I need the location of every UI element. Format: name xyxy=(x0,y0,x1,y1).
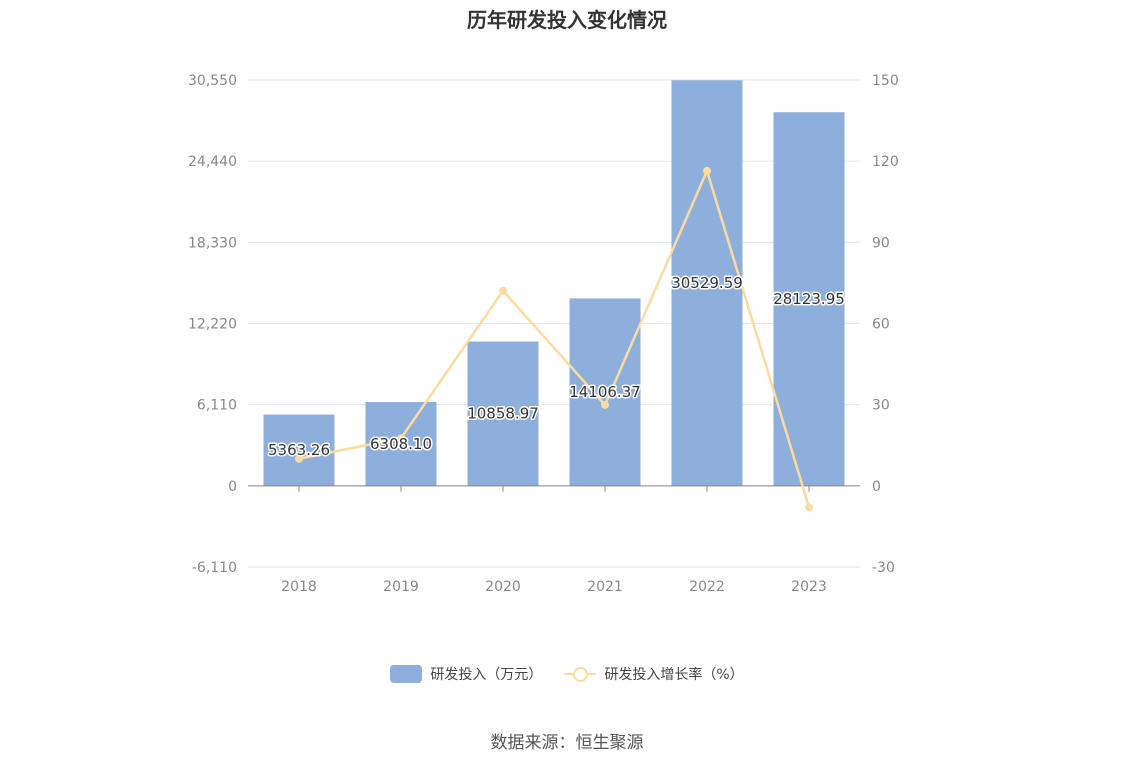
left-tick-label: 6,110 xyxy=(197,398,237,414)
bar-data-label: 30529.59 xyxy=(671,274,743,292)
left-tick-label: -6,110 xyxy=(192,560,237,576)
bar-data-label: 6308.10 xyxy=(370,435,432,453)
bar-data-label: 10858.97 xyxy=(467,405,539,423)
legend-line-label: 研发投入增长率（%） xyxy=(604,667,744,683)
bar-2023 xyxy=(773,112,845,486)
legend-line-swatch xyxy=(564,665,597,683)
legend-bar-swatch xyxy=(390,665,423,683)
x-tick-label: 2022 xyxy=(689,579,725,595)
x-tick-label: 2018 xyxy=(281,579,317,595)
right-tick-label: 120 xyxy=(872,154,899,170)
growth-line xyxy=(298,167,811,508)
right-tick-label: 30 xyxy=(872,398,890,414)
legend: 研发投入（万元） 研发投入增长率（%） xyxy=(0,664,1134,684)
growth-point-2019 xyxy=(397,434,405,443)
left-tick-label: 0 xyxy=(228,479,237,495)
x-tick-label: 2020 xyxy=(485,579,521,595)
left-tick-label: 12,220 xyxy=(188,317,237,333)
right-tick-label: 60 xyxy=(872,317,890,333)
bar-data-label: 14106.37 xyxy=(569,383,641,401)
bar-data-label: 28123.95 xyxy=(773,290,845,308)
source-note: 数据来源：恒生聚源 xyxy=(490,733,644,753)
legend-item-bar[interactable]: 研发投入（万元） xyxy=(390,664,542,684)
right-tick-label: 90 xyxy=(872,235,890,251)
left-tick-label: 18,330 xyxy=(188,235,237,251)
legend-item-line[interactable]: 研发投入增长率（%） xyxy=(564,664,744,684)
chart-title: 历年研发投入变化情况 xyxy=(467,8,667,32)
growth-point-2021 xyxy=(601,400,609,409)
x-tick-label: 2021 xyxy=(587,579,623,595)
bar-2020 xyxy=(467,341,539,486)
x-tick-label: 2023 xyxy=(791,579,827,595)
left-tick-label: 30,550 xyxy=(188,73,237,89)
x-tick-label: 2019 xyxy=(383,579,419,595)
growth-point-2022 xyxy=(703,166,711,175)
growth-point-2018 xyxy=(295,454,303,463)
right-tick-label: 150 xyxy=(872,73,899,89)
left-tick-label: 24,440 xyxy=(188,154,237,170)
chart-svg: 30,550 150 24,440 120 18,330 90 12,220 60 6,110 3… xyxy=(188,73,899,595)
bar-data-label: 5363.26 xyxy=(268,441,330,459)
right-tick-label: -30 xyxy=(872,560,895,576)
legend-bar-label: 研发投入（万元） xyxy=(430,667,543,683)
growth-point-2023 xyxy=(805,503,813,512)
bar-2022 xyxy=(671,80,743,486)
bar-2021 xyxy=(569,298,641,486)
bar-2018 xyxy=(263,414,335,486)
growth-point-2020 xyxy=(499,286,507,295)
right-tick-label: 0 xyxy=(872,479,881,495)
